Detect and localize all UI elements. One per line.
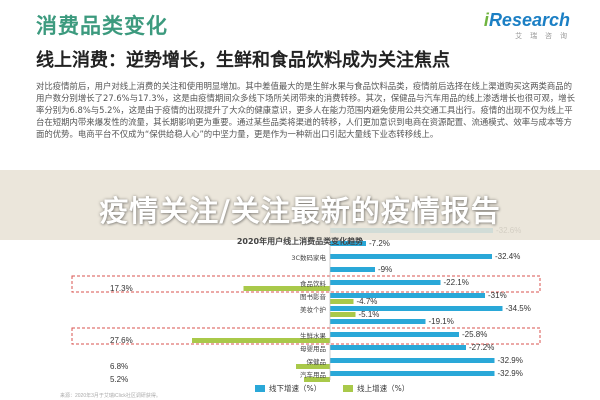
online-value-label: 17.3% <box>110 284 133 293</box>
legend-offline-swatch <box>255 385 265 392</box>
category-label: 美妆个护 <box>300 305 326 314</box>
offline-value-label: -32.4% <box>495 252 520 261</box>
offline-bar <box>330 280 441 285</box>
highlight-box <box>71 275 541 293</box>
offline-value-label: -32.9% <box>498 356 523 365</box>
online-bar <box>330 299 354 304</box>
offline-value-label: -22.1% <box>444 278 469 287</box>
category-label: 生鲜水果 <box>300 331 327 340</box>
online-bar <box>296 364 330 369</box>
legend-offline-label: 线下增速（%） <box>269 384 322 393</box>
overlay-banner <box>0 170 600 240</box>
category-label: 图书影音 <box>300 292 327 301</box>
offline-bar <box>330 358 495 363</box>
banner-text: 疫情关注/关注最新的疫情报告 <box>99 194 501 228</box>
offline-bar <box>330 241 366 246</box>
category-label: 母婴用品 <box>300 345 326 353</box>
online-bar <box>243 286 330 291</box>
legend-online: 线上增速（%） <box>343 383 409 394</box>
offline-bar <box>330 319 426 324</box>
offline-value-label: -25.8% <box>462 330 487 339</box>
online-value-label: -4.7% <box>357 297 378 306</box>
page-subtitle: 线上消费：逆势增长，生鲜和食品饮料成为关注焦点 <box>36 50 450 71</box>
online-bar <box>330 312 356 317</box>
offline-value-label: -31% <box>488 291 507 300</box>
highlight-box <box>71 327 541 345</box>
legend-online-label: 线上增速（%） <box>357 384 410 393</box>
category-label: 汽车用品 <box>300 370 326 379</box>
online-value-label: 5.2% <box>110 375 128 384</box>
offline-bar <box>330 332 459 337</box>
online-bar <box>304 377 330 382</box>
legend-offline: 线下增速（%） <box>255 383 321 394</box>
offline-value-label: -9% <box>378 265 392 274</box>
online-value-label: -5.1% <box>359 310 380 319</box>
iresearch-logo: iResearch 艾 瑞 咨 询 <box>484 10 570 41</box>
body-paragraph: 对比疫情前后，用户对线上消费的关注和使用明显增加。其中差值最大的是生鲜水果与食品… <box>36 81 575 139</box>
offline-bar <box>330 267 375 272</box>
offline-value-label: -19.1% <box>429 317 454 326</box>
category-label: 3C数码家电 <box>291 253 326 262</box>
source-note: 来源：2020年3月于艾瑞iClick社区调研获得。 <box>60 393 161 399</box>
offline-bar <box>330 306 503 311</box>
chart-title: 2020年用户线上消费品类变化趋势 <box>236 237 364 246</box>
offline-value-label: -7.2% <box>369 239 390 248</box>
offline-bar <box>330 345 466 350</box>
category-label: 食品饮料 <box>300 279 327 288</box>
chart-legend: 线下增速（%） 线上增速（%） <box>255 383 409 394</box>
offline-bar <box>330 293 485 298</box>
offline-bar <box>330 254 492 259</box>
category-label: 保健品 <box>307 357 327 366</box>
legend-online-swatch <box>343 385 354 392</box>
online-value-label: 6.8% <box>110 362 128 371</box>
online-bar <box>192 338 330 343</box>
logo-subtext: 艾 瑞 咨 询 <box>515 33 570 40</box>
offline-bar <box>330 371 495 376</box>
offline-value-label: -27.2% <box>469 343 494 352</box>
logo-wordmark: iResearch <box>483 10 570 30</box>
page-title: 消费品类变化 <box>36 14 168 38</box>
offline-value-label: -34.5% <box>506 304 531 313</box>
online-value-label: 27.6% <box>110 336 133 345</box>
offline-value-label: -32.9% <box>498 369 523 378</box>
